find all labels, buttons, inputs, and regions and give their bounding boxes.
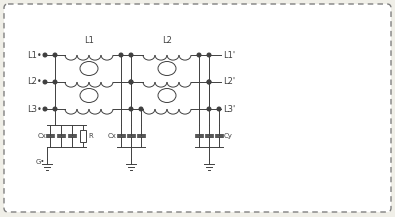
Text: Cy: Cy	[224, 133, 233, 139]
Circle shape	[43, 80, 47, 84]
Bar	[80, 130, 86, 142]
Text: Cx: Cx	[37, 133, 46, 139]
Text: L3': L3'	[223, 105, 235, 113]
Circle shape	[129, 80, 133, 84]
Circle shape	[53, 53, 57, 57]
Circle shape	[43, 53, 47, 57]
Text: Cx: Cx	[107, 133, 116, 139]
Circle shape	[129, 53, 133, 57]
Circle shape	[217, 107, 221, 111]
Circle shape	[129, 80, 133, 84]
FancyBboxPatch shape	[4, 4, 391, 212]
Text: L1': L1'	[223, 51, 235, 59]
Circle shape	[53, 80, 57, 84]
Circle shape	[43, 107, 47, 111]
Text: L2: L2	[162, 36, 172, 45]
Circle shape	[207, 107, 211, 111]
Text: G•: G•	[36, 159, 45, 165]
Text: L1: L1	[84, 36, 94, 45]
Text: R: R	[88, 133, 93, 139]
Circle shape	[207, 53, 211, 57]
Circle shape	[129, 107, 133, 111]
Circle shape	[197, 53, 201, 57]
Circle shape	[139, 107, 143, 111]
Circle shape	[207, 80, 211, 84]
Circle shape	[119, 53, 123, 57]
Text: L2•: L2•	[27, 77, 42, 87]
Circle shape	[53, 107, 57, 111]
Text: L1•: L1•	[27, 51, 42, 59]
Circle shape	[207, 80, 211, 84]
Text: L2': L2'	[223, 77, 235, 87]
Text: L3•: L3•	[27, 105, 42, 113]
